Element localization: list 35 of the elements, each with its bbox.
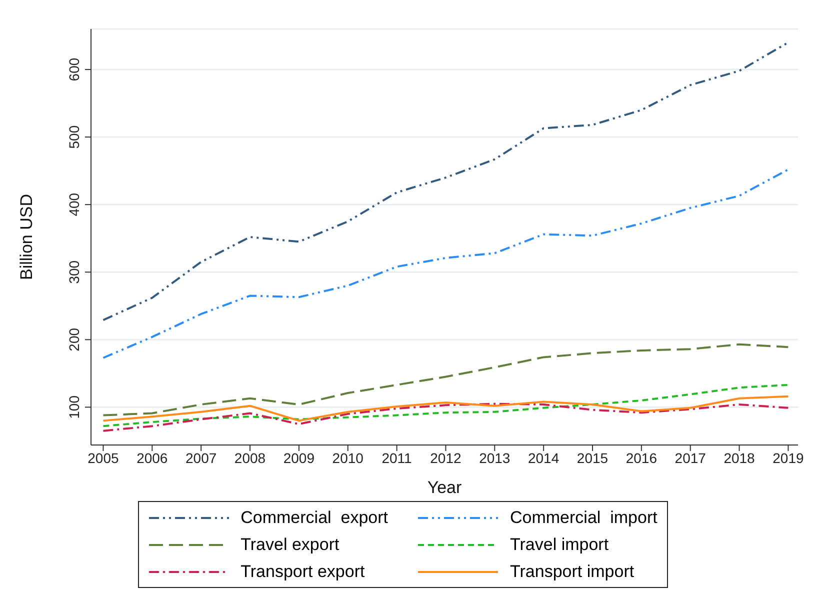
x-tick-label: 2018 [724,450,756,466]
line-series [102,395,790,422]
legend-label: Transport export [240,562,365,582]
y-tick-label: 500 [66,125,82,149]
legend-label: Commercial import [510,508,658,528]
line-series [102,343,790,416]
x-tick-label: 2011 [382,450,412,466]
y-tick-label: 600 [66,58,82,82]
x-tick-label: 2016 [626,450,658,466]
y-axis-title: Billion USD [17,194,36,280]
x-axis-title: Year [427,478,462,497]
x-tick-label: 2019 [772,450,804,466]
x-tick-label: 2015 [576,450,608,466]
legend-label: Transport import [510,562,634,582]
y-tick-label: 400 [66,192,82,216]
x-tick-label: 2009 [283,450,315,466]
line-series [102,402,790,432]
line-series [102,42,790,322]
x-tick-label: 2005 [88,450,120,466]
y-tick-label: 100 [66,395,82,419]
legend-label: Travel export [240,534,340,554]
x-tick-label: 2013 [479,450,510,466]
y-tick-label: 200 [66,328,82,352]
x-tick-label: 2007 [186,450,217,466]
line-series [102,384,790,428]
x-tick-label: 2008 [234,450,266,466]
x-tick-label: 2012 [430,450,462,466]
x-tick-label: 2006 [136,450,168,466]
y-tick-label: 300 [66,260,82,284]
legend-label: Commercial export [240,508,388,528]
x-tick-label: 2014 [528,450,560,466]
legend-label: Travel import [510,534,609,554]
x-tick-label: 2017 [674,450,706,466]
line-series [102,168,790,359]
x-tick-label: 2010 [332,450,364,466]
